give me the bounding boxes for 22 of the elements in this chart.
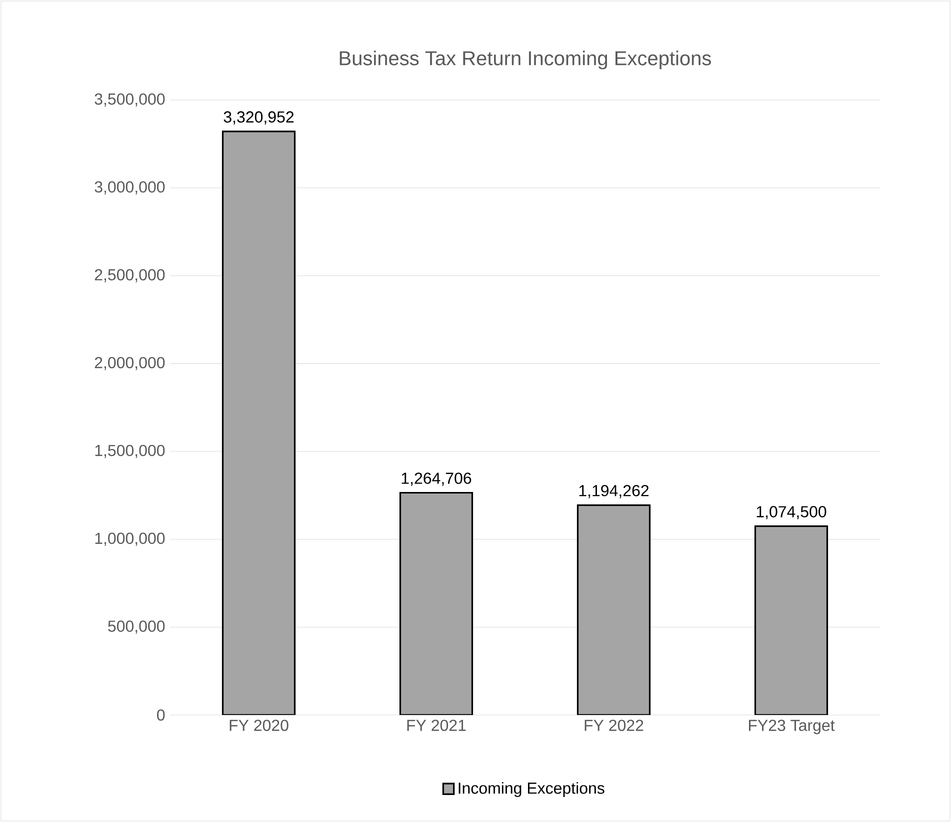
y-tick-label: 2,500,000 [94, 269, 165, 282]
y-tick-label: 1,500,000 [95, 444, 165, 458]
legend-label: Incoming Exceptions [458, 782, 604, 798]
x-tick-label: FY 2021 [407, 720, 466, 732]
y-tick-label: 500,000 [108, 620, 165, 634]
data-label: 3,320,952 [224, 111, 294, 125]
y-tick-label: 1,000,000 [95, 532, 165, 546]
x-tick-label: FY 2020 [230, 720, 288, 732]
data-label: 1,264,706 [402, 472, 472, 486]
bar [576, 504, 651, 715]
x-tick-label: FY 2022 [584, 720, 644, 732]
data-label: 1,074,500 [756, 506, 826, 520]
y-tick-label: 0 [157, 709, 165, 721]
y-tick-label: 3,500,000 [94, 93, 165, 107]
y-tick-label: 3,000,000 [94, 181, 165, 194]
data-label: 1,194,262 [579, 484, 649, 498]
bar [754, 525, 828, 715]
bar [222, 130, 296, 715]
x-tick-label: FY23 Target [748, 720, 835, 734]
bar [399, 492, 474, 715]
y-tick-label: 2,000,000 [94, 356, 165, 370]
chart-title: Business Tax Return Incoming Exceptions [340, 50, 711, 70]
